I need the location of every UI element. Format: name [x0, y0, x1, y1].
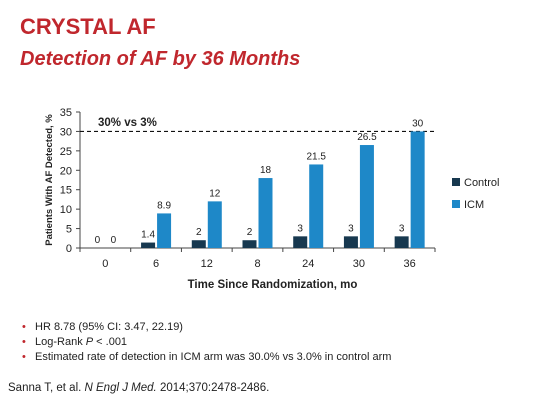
citation-authors: Sanna T, et al. — [8, 382, 85, 394]
bar-control — [141, 242, 156, 248]
value-label-control: 3 — [399, 223, 405, 234]
x-tick-label: 30 — [353, 258, 365, 270]
value-label-control: 3 — [297, 223, 303, 234]
note-text: P — [85, 336, 94, 348]
bar-icm — [258, 178, 273, 248]
bar-control — [343, 236, 358, 248]
value-label-control: 2 — [196, 227, 202, 238]
note-text: Estimated rate of detection in ICM arm w… — [35, 351, 392, 363]
bar-control — [191, 240, 206, 248]
note-text: Log-Rank — [35, 336, 86, 348]
x-axis-label: Time Since Randomization, mo — [188, 279, 358, 291]
value-label-control: 3 — [348, 223, 354, 234]
citation: Sanna T, et al. N Engl J Med. 2014;370:2… — [8, 382, 269, 394]
chart-annotation: 30% vs 3% — [98, 117, 157, 129]
slide-title: CRYSTAL AF — [20, 14, 156, 39]
legend-label: Control — [464, 177, 499, 189]
bullet-icon: • — [22, 351, 26, 363]
value-label-icm: 0 — [111, 235, 117, 246]
note-item: • Estimated rate of detection in ICM arm … — [22, 350, 391, 365]
bar-control — [293, 236, 308, 248]
y-axis-label: Patients With AF Detected, % — [44, 114, 55, 246]
legend-label: ICM — [464, 199, 484, 211]
legend-swatch — [452, 178, 460, 186]
bar-control — [394, 236, 409, 248]
x-tick-label: 6 — [153, 258, 159, 270]
value-label-icm: 12 — [209, 188, 221, 199]
citation-journal: N Engl J Med. — [84, 382, 157, 394]
y-tick-label: 5 — [66, 224, 72, 236]
value-label-icm: 21.5 — [306, 151, 326, 162]
legend-swatch — [452, 200, 460, 208]
value-label-icm: 30 — [412, 118, 424, 129]
bullet-icon: • — [22, 336, 26, 348]
bar-icm — [410, 131, 425, 248]
bar-control — [242, 240, 257, 248]
x-tick-label: 0 — [102, 258, 108, 270]
y-tick-label: 15 — [60, 185, 72, 197]
bar-icm — [157, 213, 172, 248]
slide-subtitle: Detection of AF by 36 Months — [20, 48, 301, 70]
value-label-icm: 26.5 — [357, 132, 377, 143]
notes-list: • HR 8.78 (95% CI: 3.47, 22.19) • Log-Rank … — [22, 320, 391, 365]
value-label-icm: 8.9 — [157, 200, 171, 211]
bar-icm — [359, 145, 374, 248]
y-tick-label: 20 — [60, 165, 72, 177]
note-item: • Log-Rank P < .001 — [22, 335, 391, 350]
y-tick-label: 25 — [60, 146, 72, 158]
y-tick-label: 0 — [66, 243, 72, 255]
note-text: < .001 — [93, 336, 128, 348]
x-tick-label: 12 — [201, 258, 213, 270]
citation-details: 2014;370:2478-2486. — [156, 382, 270, 394]
value-label-control: 2 — [247, 227, 253, 238]
bar-icm — [309, 164, 324, 248]
x-tick-label: 8 — [254, 258, 260, 270]
value-label-control: 0 — [95, 235, 101, 246]
y-tick-label: 10 — [60, 204, 72, 216]
y-tick-label: 35 — [60, 107, 72, 119]
bullet-icon: • — [22, 321, 26, 333]
y-tick-label: 30 — [60, 126, 72, 138]
bar-icm — [207, 201, 222, 248]
note-item: • HR 8.78 (95% CI: 3.47, 22.19) — [22, 320, 391, 335]
value-label-control: 1.4 — [141, 230, 155, 241]
value-label-icm: 18 — [260, 165, 272, 176]
x-tick-label: 36 — [404, 258, 416, 270]
note-text: HR 8.78 (95% CI: 3.47, 22.19) — [35, 321, 183, 333]
x-tick-label: 24 — [302, 258, 314, 270]
